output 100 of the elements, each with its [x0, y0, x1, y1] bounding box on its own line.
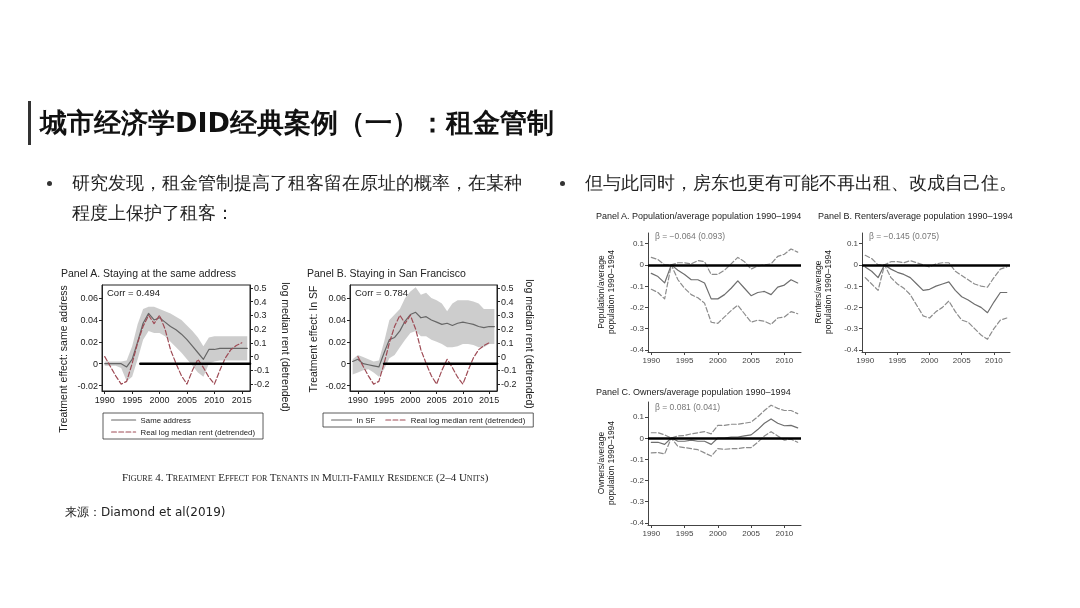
line-series — [104, 314, 243, 385]
y-tick-label: 0.02 — [328, 336, 346, 347]
y2-tick-label: 0.3 — [254, 310, 267, 321]
line-series — [357, 314, 490, 385]
y-tick-label: -0.2 — [630, 302, 645, 312]
line-series — [650, 264, 799, 325]
chart-title: Panel A. Staying at the same address — [61, 266, 237, 279]
y-tick-label: -0.4 — [630, 345, 645, 355]
line-series — [352, 311, 495, 368]
line-series — [650, 404, 799, 439]
y-tick-label: -0.4 — [844, 345, 859, 355]
source-note: 来源：Diamond et al(2019) — [65, 504, 227, 520]
x-tick-label: 2010 — [204, 394, 225, 405]
y-tick-label: 0.1 — [632, 239, 645, 249]
x-tick-label: 1995 — [675, 355, 695, 365]
text: 城市经济学DID经典案例（一）：租金管制 — [40, 106, 554, 140]
x-tick-label: 2000 — [708, 528, 728, 538]
y-tick-label: 0 — [92, 358, 98, 369]
x-tick-label: 2010 — [985, 355, 1004, 365]
y-tick-label: 0 — [639, 433, 645, 443]
x-tick-label: 2015 — [231, 394, 252, 405]
y-tick-label: -0.1 — [630, 281, 645, 291]
x-tick-label: 1995 — [374, 394, 395, 405]
y2-axis-title: log median rent (detrended) — [280, 282, 292, 412]
y-tick-label: -0.2 — [630, 475, 645, 485]
y-tick-label: 0 — [340, 358, 346, 369]
y2-tick-label: -0.1 — [501, 365, 517, 376]
y-tick-label: 0.1 — [846, 239, 859, 249]
line-series — [864, 264, 1008, 314]
line-series — [650, 431, 799, 457]
x-tick-label: 1990 — [94, 394, 115, 405]
y-tick-label: -0.02 — [77, 380, 98, 391]
y-tick-label: -0.4 — [630, 518, 645, 528]
line-series — [864, 254, 1008, 288]
y-axis-title: Population/average population 1990–1994 — [595, 249, 617, 335]
x-tick-label: 2005 — [426, 394, 447, 405]
y2-tick-label: 0.1 — [501, 337, 514, 348]
x-tick-label: 2000 — [149, 394, 170, 405]
x-tick-label: 1995 — [122, 394, 143, 405]
y-tick-label: -0.3 — [630, 497, 645, 507]
x-tick-label: 1990 — [856, 355, 875, 365]
y-tick-label: -0.2 — [844, 302, 859, 312]
y-axis-title: Treatment effect: same address — [57, 285, 69, 433]
x-tick-label: 2005 — [176, 394, 197, 405]
x-tick-label: 2000 — [920, 355, 940, 365]
y2-tick-label: 0 — [254, 351, 260, 362]
y-axis-title: Treatment effect: In SF — [307, 285, 319, 393]
y-tick-label: 0.1 — [632, 412, 645, 422]
x-tick-label: 2005 — [742, 355, 761, 365]
text: 但与此同时，房东也更有可能不再出租、改成自己住。 — [585, 172, 1018, 195]
y-tick-label: 0.04 — [80, 314, 98, 325]
annotation: Corr = 0.784 — [355, 286, 409, 298]
x-tick-label: 1990 — [347, 394, 368, 405]
y-tick-label: 0.04 — [328, 314, 346, 325]
x-tick-label: 2010 — [775, 528, 794, 538]
y-tick-label: 0 — [639, 260, 645, 270]
y2-tick-label: -0.2 — [254, 379, 270, 390]
y2-tick-label: 0.2 — [501, 324, 514, 335]
y-tick-label: -0.1 — [630, 454, 645, 464]
x-tick-label: 2010 — [452, 394, 473, 405]
y2-tick-label: 0.3 — [501, 310, 514, 321]
x-tick-label: 2000 — [400, 394, 421, 405]
x-tick-label: 2015 — [479, 394, 500, 405]
y-tick-label: -0.3 — [630, 324, 645, 334]
chart-title: Panel B. Staying in San Francisco — [307, 266, 466, 279]
annotation: β = 0.081 (0.041) — [655, 401, 721, 412]
y-tick-label: 0.02 — [80, 336, 98, 347]
chart-title: Panel B. Renters/average population 1990–1994 — [818, 210, 1013, 221]
line-series — [104, 312, 248, 368]
y-tick-label: -0.02 — [325, 380, 346, 391]
y2-tick-label: 0.5 — [254, 282, 267, 293]
text: 研究发现，租金管制提高了租客留在原址的概率，在某种程度上保护了租客： — [72, 172, 523, 225]
y-axis-title: Owners/average population 1990–1994 — [595, 420, 617, 506]
line-series — [864, 264, 1008, 340]
line-series — [650, 418, 799, 446]
y-tick-label: -0.1 — [844, 281, 859, 291]
y-tick-label: -0.3 — [844, 324, 859, 334]
y-tick-label: 0.06 — [80, 293, 98, 304]
chart-title: Panel C. Owners/average population 1990–1994 — [596, 386, 791, 397]
y2-tick-label: 0.4 — [501, 296, 514, 307]
y-axis-title: Renters/average population 1990–1994 — [812, 249, 834, 335]
line-series — [650, 264, 799, 300]
y2-tick-label: 0.2 — [254, 324, 267, 335]
x-tick-label: 2005 — [742, 528, 761, 538]
y2-axis-title: log median rent (detrended) — [524, 279, 536, 409]
y2-tick-label: 0 — [501, 351, 507, 362]
x-tick-label: 1990 — [642, 355, 661, 365]
y2-tick-label: 0.4 — [254, 296, 267, 307]
annotation: Corr = 0.494 — [107, 286, 161, 298]
y2-tick-label: 0.5 — [501, 282, 514, 293]
x-tick-label: 1995 — [888, 355, 907, 365]
x-tick-label: 2000 — [708, 355, 728, 365]
x-tick-label: 2005 — [952, 355, 972, 365]
x-tick-label: 1995 — [675, 528, 695, 538]
y2-tick-label: -0.2 — [501, 379, 517, 390]
y2-tick-label: 0.1 — [254, 337, 267, 348]
caption: Figure 4. Treatment Effect for Tenants in Multi-Family Residence (2–4 Units) — [122, 470, 490, 484]
line-series — [650, 248, 799, 276]
x-tick-label: 1990 — [642, 528, 661, 538]
annotation: β = −0.145 (0.075) — [869, 230, 940, 241]
